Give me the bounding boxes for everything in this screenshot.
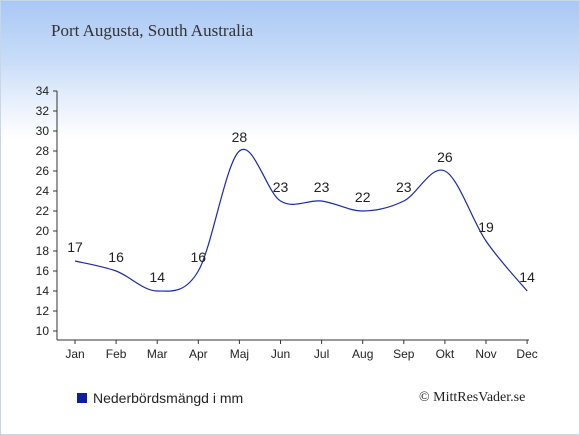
data-point [74, 260, 76, 262]
y-tick-label: 22 [36, 204, 50, 218]
y-tick-label: 10 [36, 324, 50, 338]
data-point [403, 200, 405, 202]
data-label: 22 [355, 189, 371, 205]
x-tick-label: Nov [475, 347, 496, 361]
data-label: 23 [396, 179, 412, 195]
x-tick-label: Sep [393, 347, 415, 361]
data-label: 28 [232, 129, 248, 145]
y-tick-label: 12 [36, 304, 50, 318]
data-label: 16 [191, 249, 207, 265]
data-label: 26 [437, 149, 453, 165]
x-tick-label: Jan [65, 347, 84, 361]
data-point [485, 240, 487, 242]
y-tick-label: 20 [36, 224, 50, 238]
data-point [444, 170, 446, 172]
copyright-text: © MittResVader.se [419, 390, 526, 405]
data-point [156, 290, 158, 292]
data-point [115, 270, 117, 272]
data-label: 14 [519, 269, 535, 285]
y-tick-label: 16 [36, 264, 50, 278]
legend-swatch [77, 393, 87, 403]
legend-label: Nederbördsmängd i mm [93, 390, 244, 406]
chart-title: Port Augusta, South Australia [51, 21, 254, 40]
data-point [197, 270, 199, 272]
data-point [238, 150, 240, 152]
legend: Nederbördsmängd i mm [77, 390, 243, 406]
y-tick-label: 30 [36, 124, 50, 138]
x-tick-label: Feb [106, 347, 127, 361]
data-label: 19 [478, 219, 494, 235]
x-tick-label: Jun [271, 347, 290, 361]
x-tick-label: Okt [436, 347, 455, 361]
y-tick-label: 28 [36, 144, 50, 158]
series-line [74, 148, 528, 292]
data-label: 17 [67, 239, 83, 255]
x-tick-label: Maj [230, 347, 249, 361]
data-point [321, 200, 323, 202]
x-tick-label: Dec [516, 347, 537, 361]
y-tick-label: 32 [36, 104, 50, 118]
y-tick-label: 14 [36, 284, 50, 298]
data-point [280, 200, 282, 202]
x-tick-label: Apr [189, 347, 208, 361]
data-label: 23 [314, 179, 330, 195]
x-tick-label: Jul [314, 347, 329, 361]
x-tick-label: Mar [147, 347, 168, 361]
y-tick-label: 24 [36, 184, 50, 198]
y-tick-label: 34 [36, 84, 50, 98]
data-point [362, 210, 364, 212]
y-tick-label: 26 [36, 164, 50, 178]
x-tick-label: Aug [352, 347, 373, 361]
data-label: 14 [149, 269, 165, 285]
y-tick-label: 18 [36, 244, 50, 258]
data-point [526, 290, 528, 292]
data-label: 23 [273, 179, 289, 195]
data-label: 16 [108, 249, 124, 265]
